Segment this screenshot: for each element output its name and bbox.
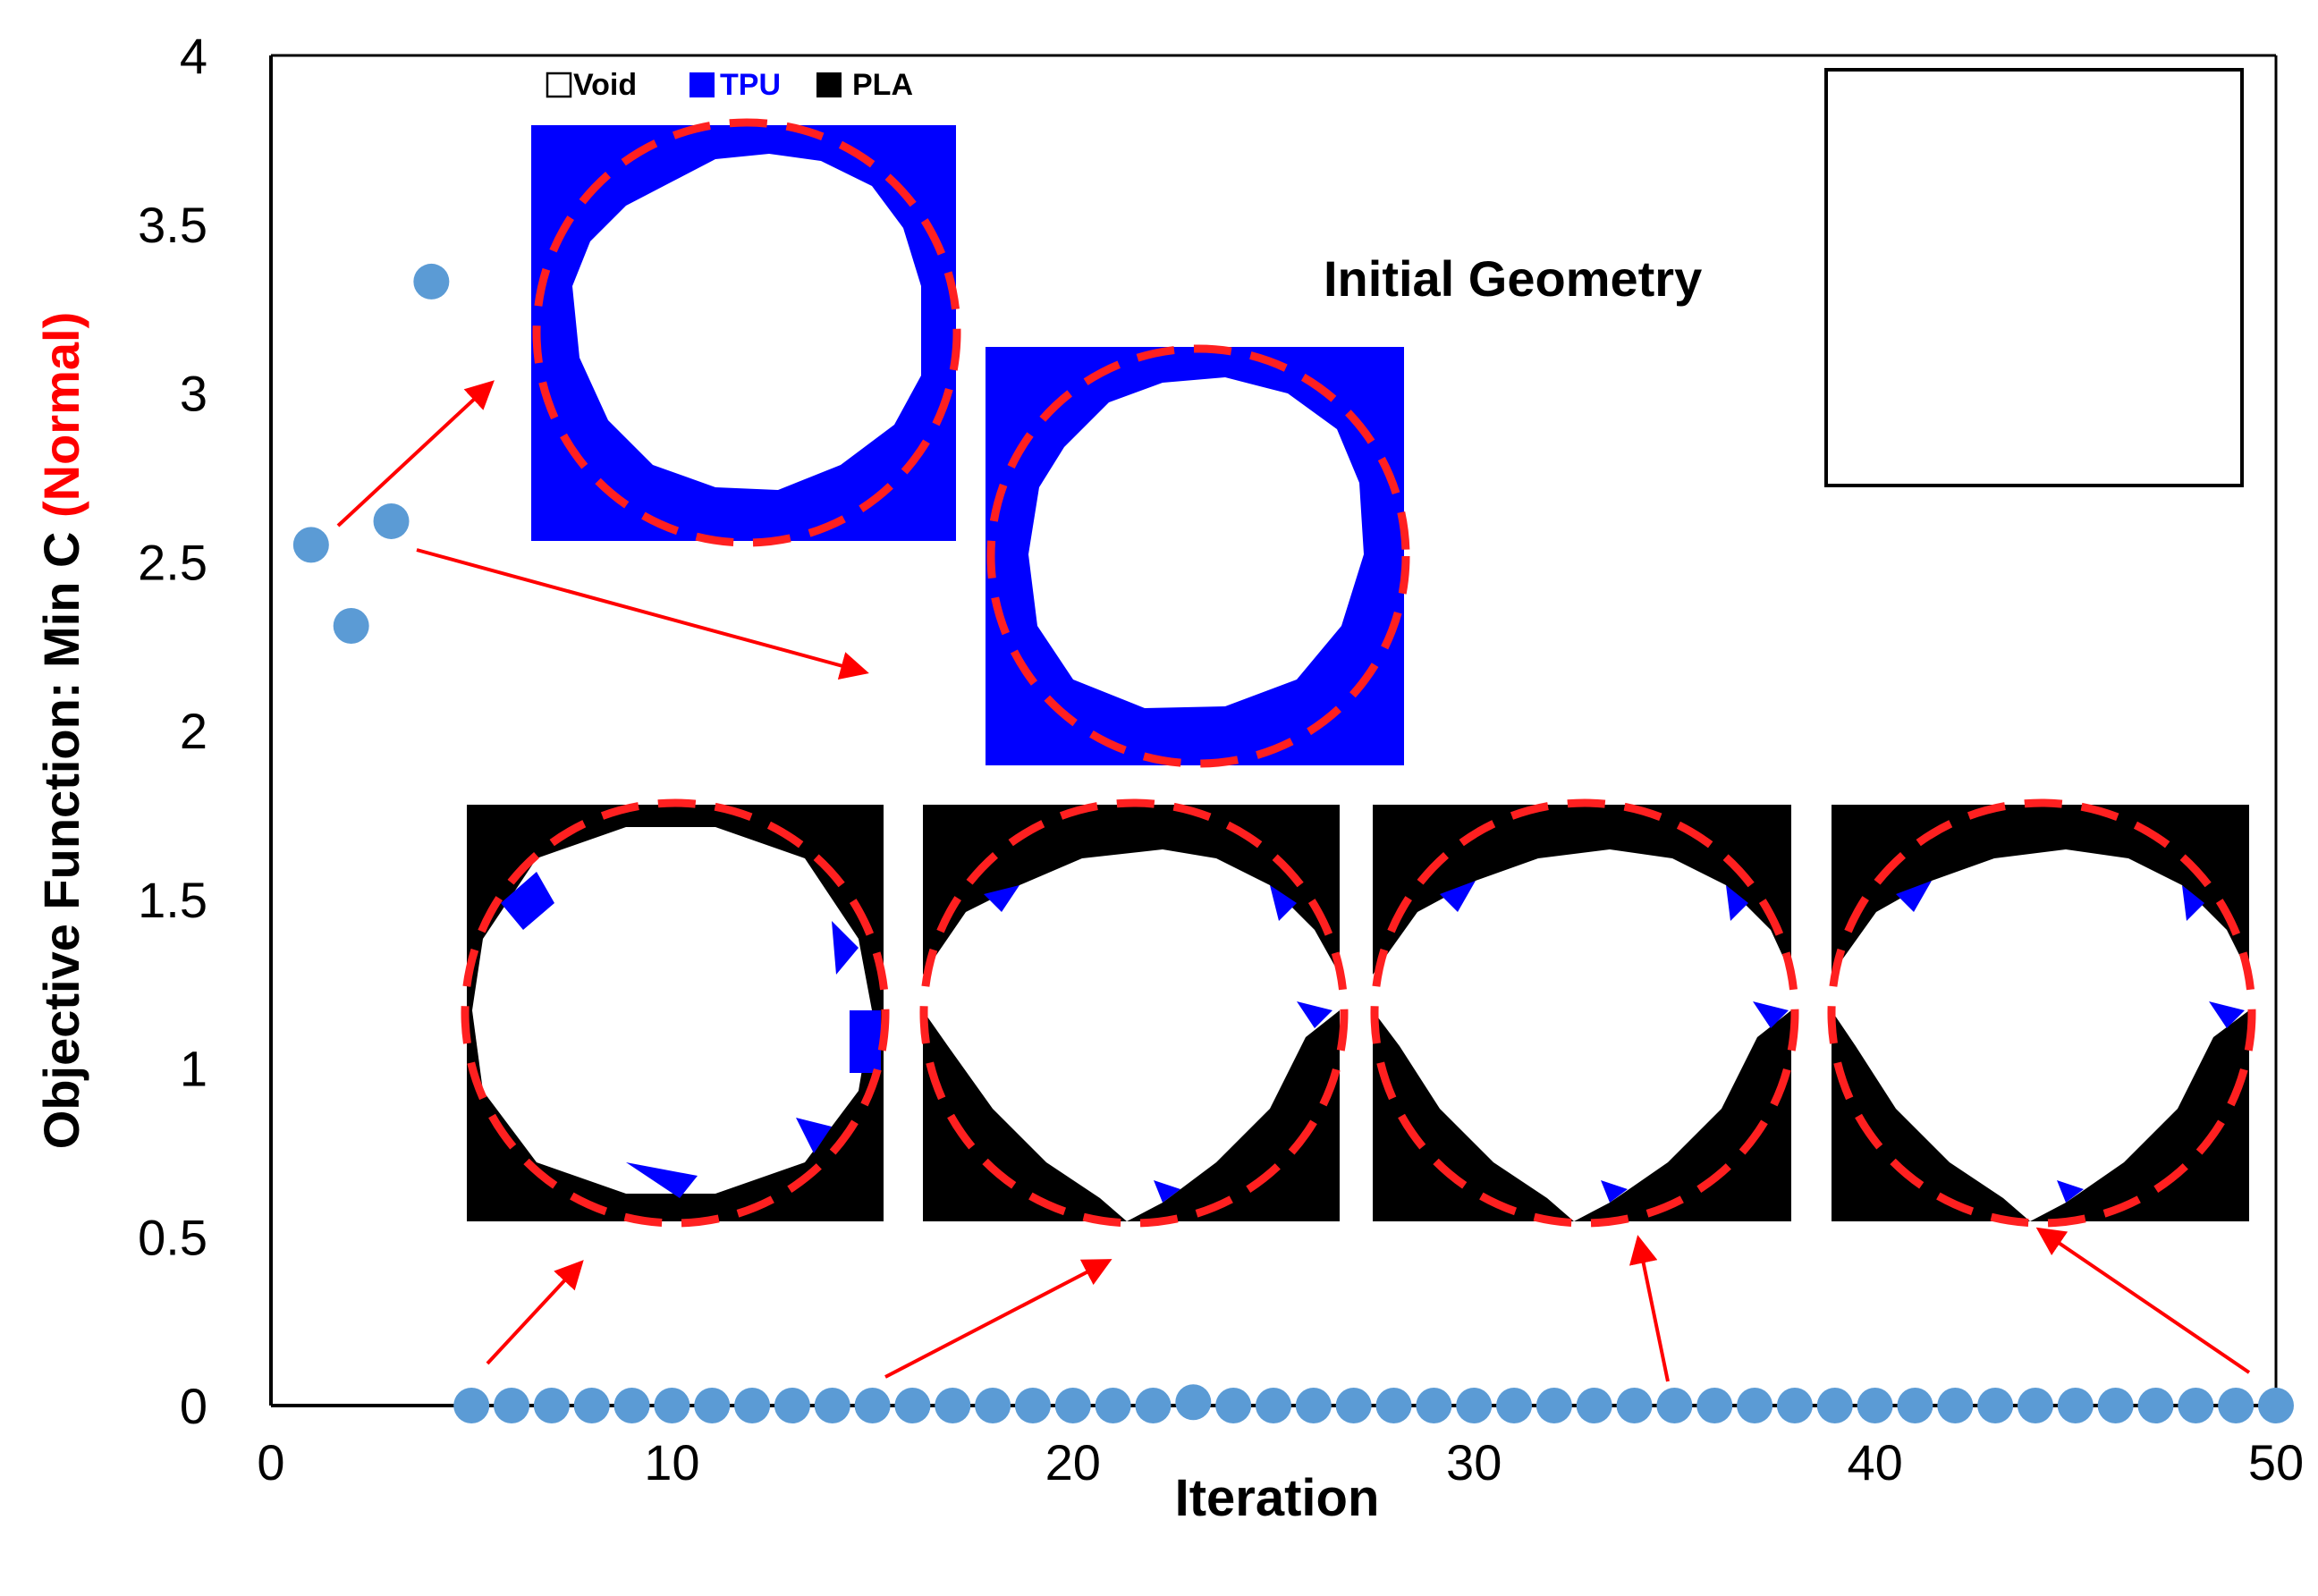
topology-snapshot-pla-2 [919, 798, 1349, 1228]
y-tick-label: 4 [180, 28, 207, 84]
y-tick-label: 2 [180, 703, 207, 759]
data-point [533, 1388, 570, 1423]
legend-label-tpu: TPU [720, 68, 781, 102]
data-point [1496, 1388, 1533, 1423]
y-axis-title-highlight: (Normal) [33, 312, 89, 518]
data-point [1857, 1388, 1893, 1423]
data-point [814, 1388, 850, 1423]
y-tick-label: 0.5 [138, 1209, 207, 1265]
data-point [1897, 1388, 1933, 1423]
data-point [1776, 1388, 1813, 1423]
legend-label-pla: PLA [852, 68, 913, 102]
data-point [1095, 1388, 1131, 1423]
y-tick-label: 3.5 [138, 197, 207, 253]
arrow-4 [884, 1259, 1112, 1379]
data-point [1737, 1388, 1773, 1423]
data-point [1816, 1388, 1853, 1423]
data-point [1335, 1388, 1372, 1423]
data-point [373, 502, 410, 539]
arrow-2 [416, 548, 869, 680]
data-point [894, 1388, 931, 1423]
y-axis-title-main: Objective Function: Min C [33, 518, 89, 1149]
data-point [1535, 1388, 1572, 1423]
legend-swatch-pla [816, 72, 842, 97]
topology-snapshot-pla-1 [461, 798, 890, 1228]
legend-swatch-tpu [689, 72, 715, 97]
x-tick-label: 0 [257, 1434, 284, 1490]
data-point [1375, 1388, 1412, 1423]
arrow-3 [486, 1260, 584, 1365]
topology-snapshot-tpu-b [986, 344, 1410, 768]
x-tick-label: 20 [1045, 1434, 1101, 1490]
arrow-1 [336, 380, 495, 528]
data-point [413, 263, 450, 300]
y-tick-label: 3 [180, 366, 207, 422]
x-tick-labels: 0 10 20 30 40 50 [257, 1434, 2304, 1490]
data-point [1175, 1384, 1212, 1421]
data-point [1416, 1388, 1452, 1423]
data-point [333, 607, 369, 644]
topology-snapshot-pla-4 [1827, 798, 2256, 1228]
data-point [1295, 1388, 1332, 1423]
data-point [975, 1388, 1011, 1423]
data-point [1696, 1388, 1733, 1423]
initial-geometry-square [1824, 68, 2244, 487]
data-point [453, 1388, 490, 1423]
y-tick-label: 0 [180, 1378, 207, 1434]
data-point [935, 1388, 971, 1423]
data-point [1937, 1388, 1974, 1423]
data-point [734, 1388, 771, 1423]
x-tick-label: 10 [644, 1434, 699, 1490]
data-point [494, 1388, 530, 1423]
legend-label-void: Void [573, 68, 637, 102]
data-point [2097, 1388, 2134, 1423]
data-point [654, 1388, 690, 1423]
x-tick-label: 30 [1446, 1434, 1502, 1490]
data-point [573, 1388, 610, 1423]
arrow-5 [1629, 1235, 1670, 1382]
data-point [2017, 1388, 2053, 1423]
y-axis-title: Objective Function: Min C (Normal) [33, 312, 89, 1149]
x-tick-label: 50 [2248, 1434, 2304, 1490]
data-point [1054, 1388, 1091, 1423]
data-points [292, 263, 2294, 1423]
data-point [1014, 1388, 1051, 1423]
data-point [2057, 1388, 2094, 1423]
data-point [1576, 1388, 1612, 1423]
data-point [292, 527, 329, 563]
x-tick-label: 40 [1847, 1434, 1902, 1490]
annotation-arrows [336, 380, 2251, 1382]
data-point [1616, 1388, 1653, 1423]
data-point [2258, 1388, 2294, 1423]
data-point [1256, 1388, 1291, 1423]
data-point [613, 1388, 650, 1423]
topology-snapshot-tpu-a [531, 118, 961, 547]
y-tick-labels: 0 0.5 1 1.5 2 2.5 3 3.5 4 [138, 28, 207, 1434]
data-point [694, 1388, 731, 1423]
data-point [1656, 1388, 1693, 1423]
topology-snapshot-pla-3 [1370, 798, 1799, 1228]
y-tick-label: 2.5 [138, 534, 207, 590]
initial-geometry-label: Initial Geometry [1324, 250, 1702, 307]
data-point [2218, 1388, 2255, 1423]
data-point [1977, 1388, 2014, 1423]
y-tick-label: 1.5 [138, 872, 207, 928]
data-point [1135, 1388, 1172, 1423]
data-point [2137, 1388, 2174, 1423]
legend: Void TPU PLA [546, 68, 913, 102]
arrow-6 [2035, 1227, 2251, 1374]
y-tick-label: 1 [180, 1041, 207, 1097]
data-point [1456, 1388, 1493, 1423]
x-axis-title: Iteration [1175, 1469, 1380, 1527]
data-point [854, 1388, 891, 1423]
data-point [1215, 1388, 1252, 1423]
data-point [774, 1388, 810, 1423]
data-point [2178, 1388, 2214, 1423]
legend-swatch-void [546, 72, 572, 98]
